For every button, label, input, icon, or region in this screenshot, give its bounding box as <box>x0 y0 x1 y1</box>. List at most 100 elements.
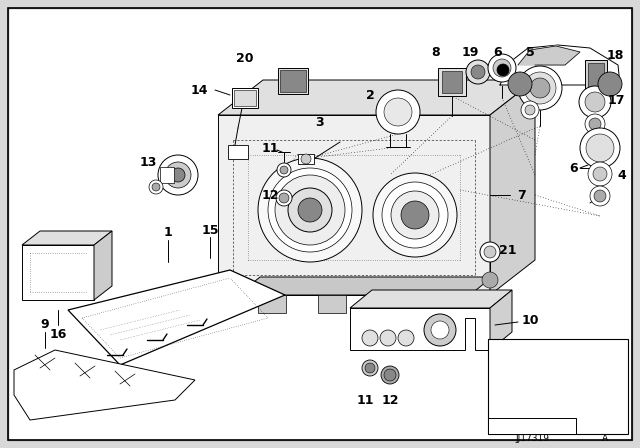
Circle shape <box>258 158 362 262</box>
Circle shape <box>586 134 614 162</box>
Polygon shape <box>258 295 286 313</box>
Circle shape <box>391 191 439 239</box>
Circle shape <box>152 183 160 191</box>
Circle shape <box>484 246 496 258</box>
Circle shape <box>482 272 498 288</box>
Circle shape <box>398 330 414 346</box>
Circle shape <box>480 242 500 262</box>
Circle shape <box>588 162 612 186</box>
Text: 1: 1 <box>164 225 172 238</box>
Circle shape <box>288 188 332 232</box>
Circle shape <box>521 101 539 119</box>
Circle shape <box>493 59 511 77</box>
Circle shape <box>275 175 345 245</box>
Polygon shape <box>22 245 94 300</box>
Polygon shape <box>238 277 492 295</box>
Text: 12: 12 <box>261 189 279 202</box>
Text: 5: 5 <box>525 46 534 59</box>
Circle shape <box>301 154 311 164</box>
Polygon shape <box>378 295 406 313</box>
Bar <box>278 68 308 94</box>
Circle shape <box>518 66 562 110</box>
Polygon shape <box>218 80 535 115</box>
Text: 17: 17 <box>607 94 625 107</box>
Circle shape <box>497 64 509 76</box>
Bar <box>228 145 248 159</box>
Circle shape <box>530 78 550 98</box>
Bar <box>488 418 576 434</box>
Bar <box>585 60 607 90</box>
Circle shape <box>277 163 291 177</box>
Circle shape <box>149 180 163 194</box>
Bar <box>442 71 462 93</box>
Text: 11: 11 <box>356 393 374 406</box>
Circle shape <box>279 193 289 203</box>
Circle shape <box>471 65 485 79</box>
Circle shape <box>590 186 610 206</box>
Polygon shape <box>490 80 535 295</box>
Text: 16: 16 <box>49 328 67 341</box>
Circle shape <box>524 72 556 104</box>
Text: 18: 18 <box>606 48 624 61</box>
Text: 7: 7 <box>518 189 526 202</box>
Circle shape <box>585 92 605 112</box>
Polygon shape <box>318 295 346 313</box>
Polygon shape <box>68 270 285 365</box>
Circle shape <box>424 314 456 346</box>
Text: 21: 21 <box>499 244 516 257</box>
Text: 12: 12 <box>381 393 399 406</box>
Text: 19: 19 <box>461 46 479 59</box>
Circle shape <box>508 72 532 96</box>
Text: 13: 13 <box>140 155 157 168</box>
Circle shape <box>598 72 622 96</box>
Circle shape <box>525 105 535 115</box>
Circle shape <box>158 155 198 195</box>
Circle shape <box>268 168 352 252</box>
Bar <box>438 68 466 96</box>
Text: 14: 14 <box>191 83 208 96</box>
Bar <box>280 70 306 92</box>
Bar <box>234 90 256 106</box>
Circle shape <box>362 330 378 346</box>
Text: 11: 11 <box>261 142 279 155</box>
Polygon shape <box>350 290 512 308</box>
Circle shape <box>384 98 412 126</box>
Circle shape <box>585 114 605 134</box>
Polygon shape <box>14 350 195 420</box>
Text: 4: 4 <box>618 168 627 181</box>
Circle shape <box>365 363 375 373</box>
Circle shape <box>488 54 516 82</box>
Circle shape <box>431 321 449 339</box>
Circle shape <box>276 190 292 206</box>
Circle shape <box>380 330 396 346</box>
Text: 3: 3 <box>316 116 324 129</box>
Circle shape <box>384 369 396 381</box>
Circle shape <box>593 167 607 181</box>
Bar <box>298 154 314 164</box>
Text: 6: 6 <box>493 46 502 59</box>
Circle shape <box>401 201 429 229</box>
Bar <box>588 63 604 87</box>
Text: 10: 10 <box>521 314 539 327</box>
Text: 9: 9 <box>41 319 49 332</box>
Polygon shape <box>350 308 490 350</box>
Text: 20: 20 <box>236 52 253 65</box>
Polygon shape <box>22 231 112 245</box>
Circle shape <box>382 182 448 248</box>
Circle shape <box>280 166 288 174</box>
Text: JJ17319: JJ17319 <box>515 434 549 443</box>
Circle shape <box>589 118 601 130</box>
Bar <box>160 167 174 183</box>
Circle shape <box>466 60 490 84</box>
Polygon shape <box>94 231 112 300</box>
Text: 2: 2 <box>365 89 374 102</box>
Circle shape <box>580 128 620 168</box>
Circle shape <box>362 360 378 376</box>
Polygon shape <box>518 46 580 65</box>
Circle shape <box>594 190 606 202</box>
Text: 8: 8 <box>432 46 440 59</box>
Text: 15: 15 <box>201 224 219 237</box>
Circle shape <box>165 162 191 188</box>
Polygon shape <box>490 290 512 350</box>
Polygon shape <box>500 45 620 85</box>
